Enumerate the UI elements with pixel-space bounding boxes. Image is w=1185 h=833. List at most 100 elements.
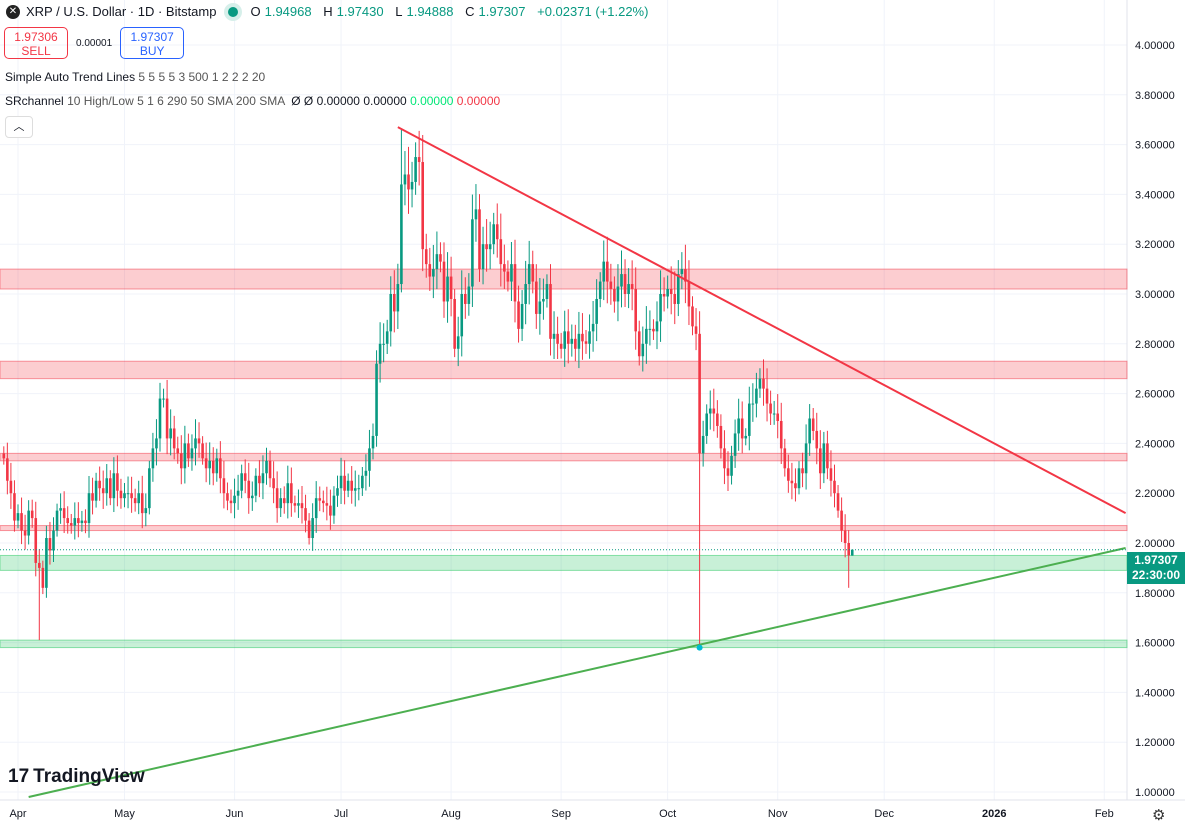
candle-body [52,530,55,551]
candle-body [716,413,719,426]
candle-body [197,438,201,444]
candle-body [506,271,510,282]
candle-body [755,388,758,404]
candle-body [297,503,300,506]
candle-body [98,480,101,489]
candle-body [105,478,109,494]
candle-body [495,224,499,240]
candle-body [648,328,652,330]
candle-body [325,503,329,506]
candle-body [240,473,243,491]
candle-body [478,209,481,270]
price-tick: 3.20000 [1135,239,1175,251]
candle-body [708,408,712,414]
price-tick: 3.80000 [1135,90,1175,102]
candle-body [428,264,432,277]
candle-body [279,498,282,509]
candle-body [485,244,488,250]
candle-body [414,157,417,182]
candle-body [705,413,708,436]
candle-body [435,254,439,270]
buy-button[interactable]: 1.97307 BUY [120,27,185,59]
candle-body [645,328,648,344]
candle-body [794,483,797,489]
candle-body [226,493,229,501]
price-tick: 1.00000 [1135,787,1175,799]
candle-body [613,289,616,302]
support-zone [0,554,1128,571]
candle-body [556,333,559,344]
candle-body [822,443,826,474]
market-open-icon [228,6,239,17]
candle-body [730,455,733,476]
tradingview-logo[interactable]: 17 TradingView [8,766,145,787]
candle-body [769,403,772,414]
candle-body [165,398,169,439]
candle-body [737,418,740,434]
candle-body [215,458,219,474]
candle-body [368,448,371,471]
indicator-srchannel[interactable]: SRchannel 10 High/Low 5 1 6 290 50 SMA 2… [5,94,501,108]
candle-body [339,475,343,489]
candle-body [779,420,783,449]
candle-body [751,403,755,405]
candle-body [13,493,16,521]
candle-body [140,493,144,514]
candle-body [407,174,410,190]
candle-body [758,378,762,389]
candle-body [169,428,172,439]
candle-body [133,498,137,504]
sell-button[interactable]: 1.97306 SELL [4,27,68,59]
candle-body [187,443,190,459]
candle-body [162,398,165,400]
candle-body [524,284,527,304]
collapse-legend-button[interactable]: ︿ [5,116,33,138]
price-tick: 2.20000 [1135,488,1175,500]
candle-body [201,443,204,459]
time-tick: Oct [659,808,676,820]
symbol-title[interactable]: XRP / U.S. Dollar · 1D · Bitstamp [26,4,217,19]
price-tick: 1.60000 [1135,638,1175,650]
gear-icon[interactable]: ⚙ [1152,807,1166,824]
candle-body [403,174,407,185]
time-tick: Sep [551,808,571,820]
candle-body [840,510,843,531]
candle-body [559,343,563,349]
candle-body [442,261,446,302]
candle-body [801,468,804,474]
candle-body [126,493,130,495]
candle-body [669,289,673,294]
candle-body [453,298,456,349]
candle-body [329,505,332,516]
symbol-header: ✕ XRP / U.S. Dollar · 1D · Bitstamp O 1.9… [6,4,652,19]
price-tick: 3.60000 [1135,140,1175,152]
time-tick: Jul [334,808,348,820]
candle-body [375,363,378,436]
candle-body [531,264,535,282]
candle-body [481,244,485,270]
time-tick: Nov [768,808,788,820]
candle-body [684,269,687,282]
indicator-trend-lines[interactable]: Simple Auto Trend Lines 5 5 5 5 3 500 1 … [5,70,266,84]
candle-body [627,284,630,294]
candle-body [570,338,574,344]
candle-body [144,508,148,514]
price-tick: 1.20000 [1135,737,1175,749]
time-tick: Feb [1095,808,1114,820]
candle-body [652,328,655,332]
candle-body [748,403,751,436]
candle-body [16,513,20,521]
candle-body [634,289,637,332]
candle-body [183,443,187,469]
candle-body [677,274,680,304]
candle-body [808,418,811,444]
candle-body [680,269,684,275]
candle-body [233,495,236,504]
candle-body [456,336,460,349]
candle-body [712,408,716,414]
candle-body [247,480,251,499]
candle-body [826,443,829,469]
candle-body [176,448,180,454]
candle-body [236,490,240,496]
